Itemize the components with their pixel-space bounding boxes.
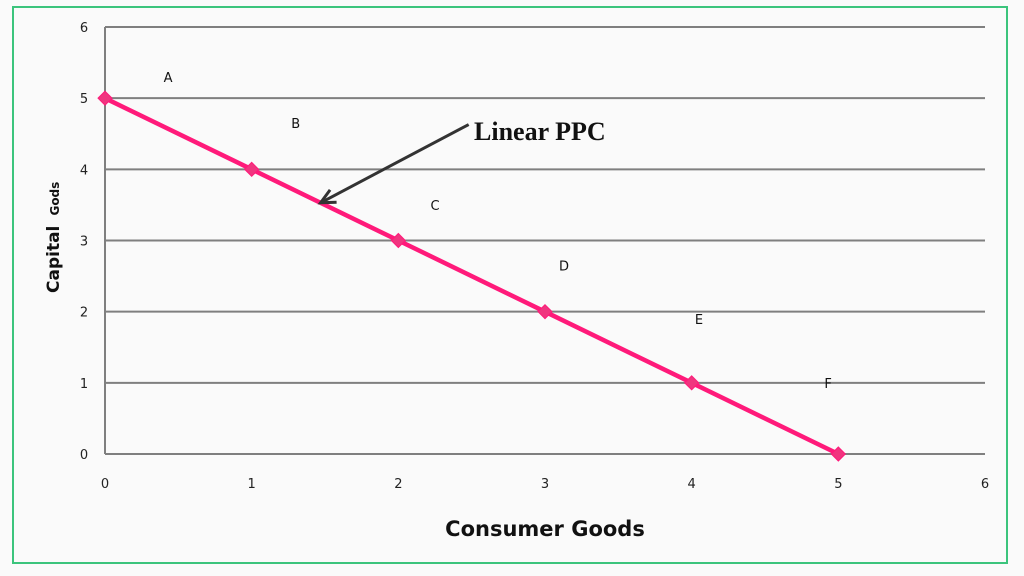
y-axis-title: Capital Gods — [44, 182, 64, 293]
y-tick-label: 2 — [80, 306, 88, 321]
y-tick-label: 5 — [80, 92, 88, 107]
point-label: C — [430, 199, 439, 214]
x-tick-label: 3 — [541, 477, 549, 492]
chart-frame — [12, 6, 1008, 564]
x-tick-labels: 0 1 2 3 4 5 6 — [101, 477, 989, 492]
y-tick-labels: 0 1 2 3 4 5 6 — [80, 21, 88, 463]
x-tick-label: 5 — [834, 477, 842, 492]
ppc-line-series — [97, 90, 847, 462]
point-label: A — [164, 71, 173, 86]
y-axis-title-gods: Gods — [48, 182, 62, 216]
diamond-marker-icon — [243, 161, 260, 178]
diamond-marker-icon — [390, 232, 407, 249]
y-axis-title-capital: Capital — [44, 226, 64, 293]
x-tick-label: 2 — [394, 477, 402, 492]
diamond-marker-icon — [97, 90, 113, 106]
annotation-label: Linear PPC — [474, 117, 606, 146]
x-axis-title: Consumer Goods — [445, 517, 645, 541]
point-label: B — [291, 117, 300, 132]
gridlines — [105, 26, 985, 384]
y-tick-label: 4 — [80, 163, 88, 178]
y-tick-label: 1 — [80, 377, 88, 392]
y-tick-label: 0 — [80, 448, 88, 463]
x-tick-label: 4 — [688, 477, 696, 492]
diamond-marker-icon — [683, 375, 700, 391]
arrowhead-icon — [317, 189, 337, 205]
point-label: E — [695, 313, 703, 328]
x-tick-label: 6 — [981, 477, 989, 492]
diamond-marker-icon — [830, 446, 847, 462]
x-tick-label: 1 — [248, 477, 256, 492]
point-label: F — [824, 377, 831, 392]
y-tick-label: 6 — [80, 21, 88, 36]
y-tick-label: 3 — [80, 235, 88, 250]
point-labels: A B C D E F — [164, 71, 832, 392]
x-tick-label: 0 — [101, 477, 109, 492]
diamond-marker-icon — [537, 303, 553, 320]
arrow-icon — [319, 123, 470, 205]
annotation: Linear PPC — [317, 117, 606, 205]
point-label: D — [559, 259, 569, 274]
series-line — [104, 96, 840, 457]
